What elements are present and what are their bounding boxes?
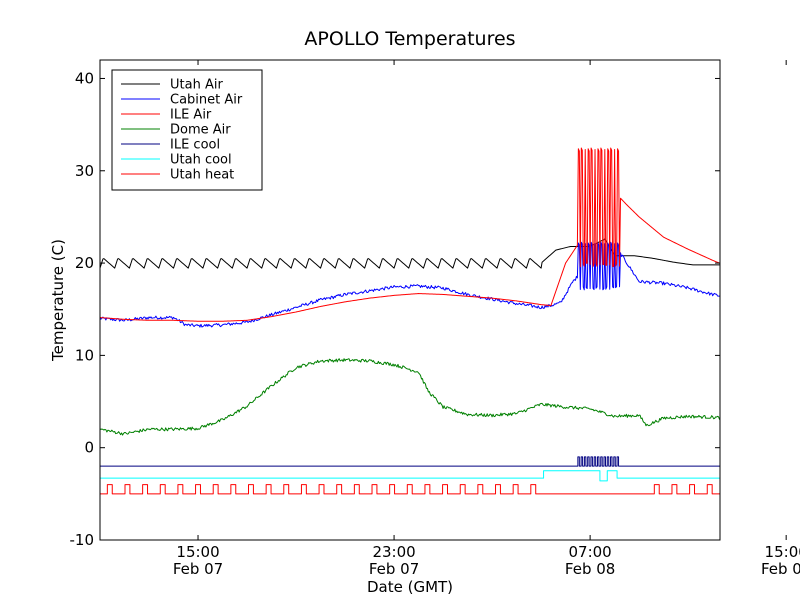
- x-tick-time-label: 07:00: [569, 543, 612, 561]
- x-axis-label: Date (GMT): [367, 578, 453, 596]
- y-tick-label: 10: [75, 346, 94, 364]
- y-tick-label: 20: [75, 254, 94, 272]
- series-layer: [100, 147, 720, 495]
- series-line-ile-air: [100, 147, 720, 322]
- legend-label-utah-air: Utah Air: [170, 78, 223, 93]
- legend-box: [111, 69, 263, 191]
- plot-frame: [99, 59, 721, 541]
- x-tick-date-label: Feb 08: [761, 560, 800, 578]
- legend-label-ile-cool: ILE cool: [170, 138, 220, 153]
- series-line-utah-air: [100, 238, 720, 269]
- legend-label-utah-heat: Utah heat: [170, 168, 234, 183]
- series-line-cabinet-air: [100, 241, 720, 328]
- legend-label-utah-cool: Utah cool: [170, 153, 232, 168]
- y-tick-label: 0: [84, 439, 94, 457]
- legend-label-cabinet-air: Cabinet Air: [170, 93, 243, 108]
- series-line-dome-air: [100, 358, 720, 436]
- y-tick-label: 40: [75, 69, 94, 87]
- x-tick-date-label: Feb 08: [565, 560, 615, 578]
- x-tick-date-label: Feb 07: [173, 560, 223, 578]
- x-tick-date-label: Feb 07: [369, 560, 419, 578]
- chart-title: APOLLO Temperatures: [304, 28, 515, 50]
- y-tick-label: 30: [75, 162, 94, 180]
- legend-label-ile-air: ILE Air: [170, 108, 212, 123]
- y-axis-label: Temperature (C): [49, 239, 67, 362]
- x-tick-time-label: 15:00: [765, 543, 800, 561]
- series-line-ile-cool: [100, 456, 720, 467]
- x-tick-time-label: 15:00: [176, 543, 219, 561]
- y-tick-label: -10: [70, 531, 95, 549]
- x-tick-time-label: 23:00: [372, 543, 415, 561]
- legend-label-dome-air: Dome Air: [170, 123, 231, 138]
- series-line-utah-cool: [100, 470, 720, 482]
- series-line-utah-heat: [100, 484, 720, 495]
